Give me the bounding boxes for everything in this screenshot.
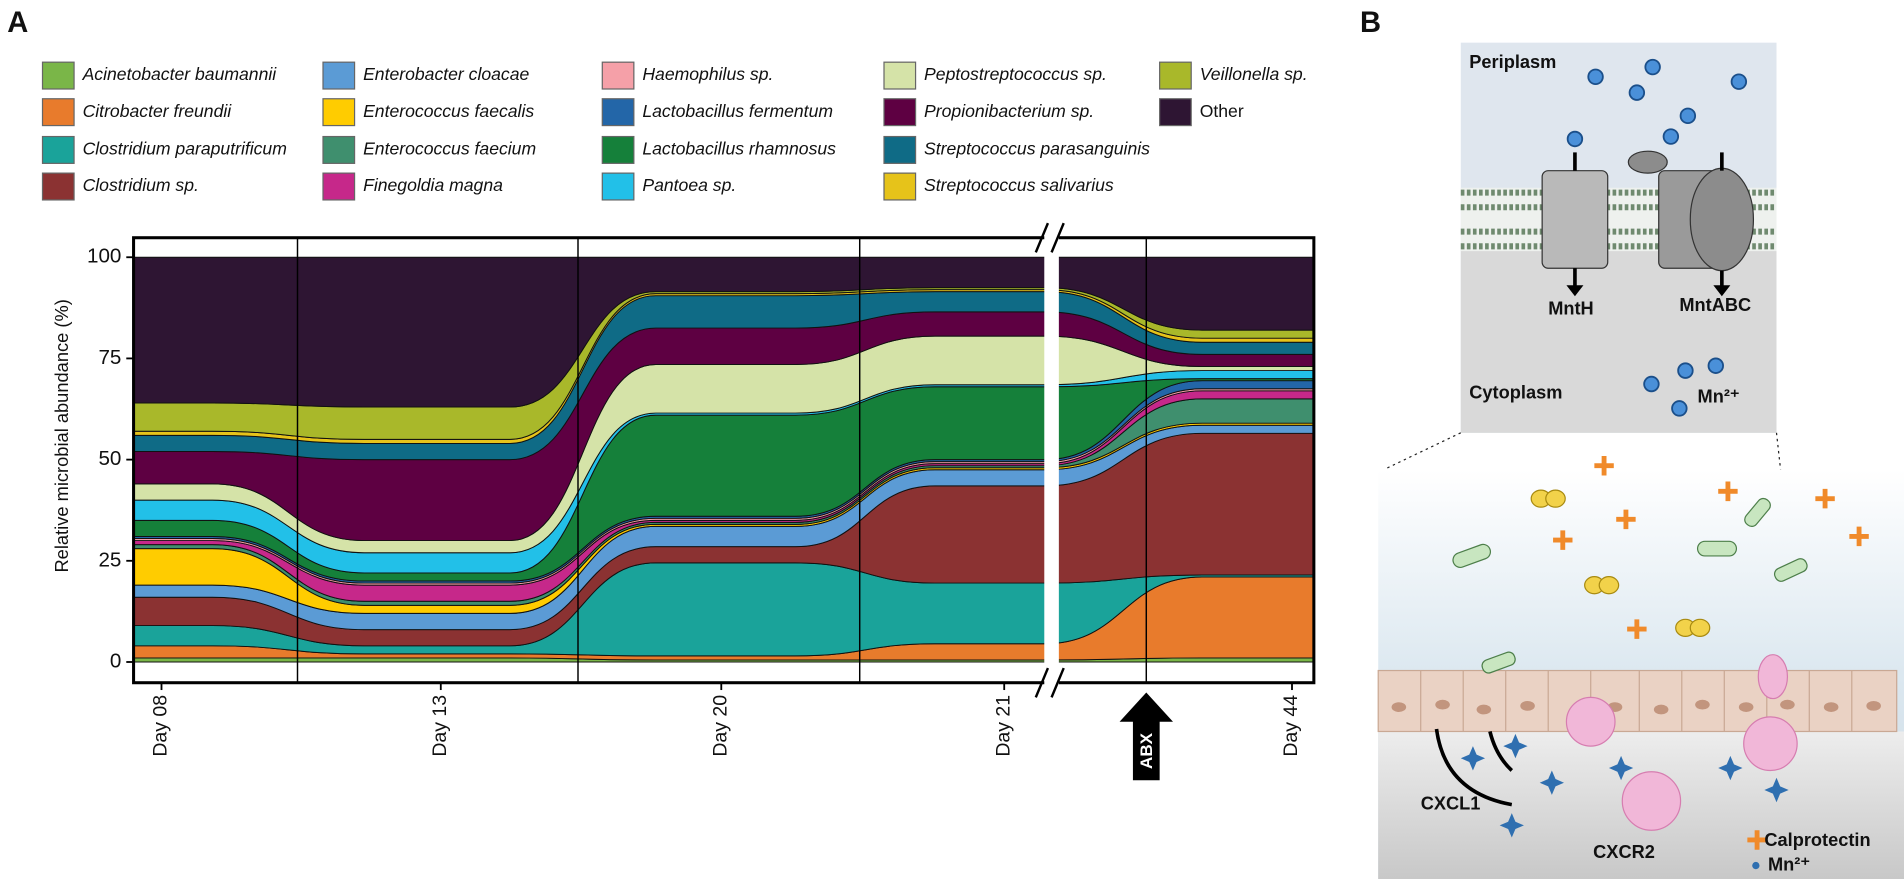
legend-label: Acinetobacter baumannii — [82, 64, 278, 84]
legend-swatch — [41, 172, 75, 201]
legend-label: Enterococcus faecalis — [363, 101, 534, 121]
legend-swatch — [883, 61, 917, 90]
legend-label: Clostridium paraputrificum — [83, 139, 287, 159]
label: Cytoplasm — [1469, 382, 1562, 403]
label: Calprotectin — [1764, 829, 1870, 850]
legend-swatch — [601, 172, 635, 201]
legend-label: Lactobacillus fermentum — [642, 101, 833, 121]
x-tick-label: Day 21 — [992, 695, 1014, 757]
y-tick-label: 25 — [98, 548, 121, 571]
cxcl1-arrows — [1434, 728, 1514, 807]
label: CXCR2 — [1593, 841, 1655, 862]
abx-arrow — [1119, 692, 1173, 781]
mn-legend-dot — [1752, 861, 1760, 870]
legend-swatch — [322, 61, 356, 90]
x-tick-label: Day 08 — [150, 695, 172, 757]
cocci — [1530, 489, 1711, 638]
legend-label: Citrobacter freundii — [83, 101, 233, 121]
bacteria — [1452, 497, 1808, 674]
legend-swatch — [601, 61, 635, 90]
calprotectin-marks — [1553, 455, 1869, 850]
y-tick-label: 75 — [98, 346, 121, 369]
label: MntABC — [1679, 294, 1751, 315]
legend-swatch — [322, 172, 356, 201]
y-tick-label: 0 — [110, 649, 121, 672]
y-axis-label: Relative microbial abundance (%) — [51, 299, 72, 572]
legend-label: Streptococcus parasanguinis — [924, 139, 1150, 159]
legend-swatch — [601, 98, 635, 127]
cytoplasm-area — [1460, 249, 1777, 433]
diagram: Periplasm Cytoplasm MntH MntABC Mn²⁺ C — [1377, 42, 1904, 879]
label: Periplasm — [1469, 51, 1556, 72]
legend-label: Streptococcus salivarius — [924, 175, 1114, 195]
legend-swatch — [322, 135, 356, 164]
legend-label: Other — [1200, 101, 1244, 121]
axis-break — [1044, 227, 1059, 693]
arrows — [1573, 152, 1724, 288]
panel-label: B — [1360, 7, 1381, 39]
legend-swatch — [601, 135, 635, 164]
legend-label: Lactobacillus rhamnosus — [642, 139, 836, 159]
legend-swatch — [1159, 61, 1192, 90]
binding-protein — [1627, 150, 1668, 174]
legend-label: Propionibacterium sp. — [924, 101, 1094, 121]
x-tick-label: Day 13 — [429, 695, 451, 757]
legend-swatch — [883, 135, 917, 164]
legend-label: Enterococcus faecium — [363, 139, 536, 159]
legend-label: Finegoldia magna — [363, 175, 503, 195]
break-bottom — [1034, 667, 1065, 698]
legend-label: Pantoea sp. — [642, 175, 736, 195]
legend-label: Peptostreptococcus sp. — [924, 64, 1107, 84]
legend-swatch — [1159, 98, 1192, 127]
cxcl1-marks — [1460, 733, 1789, 838]
label: Mn²⁺ — [1768, 853, 1810, 874]
break-top — [1034, 222, 1065, 253]
legend-swatch — [41, 98, 75, 127]
legend-swatch — [883, 98, 917, 127]
legend-swatch — [41, 61, 75, 90]
y-tick-label: 50 — [98, 447, 121, 470]
y-tick-label: 100 — [87, 245, 121, 268]
x-tick-label: Day 44 — [1280, 695, 1302, 757]
label: MntH — [1548, 297, 1594, 318]
annotation: ABX — [1137, 732, 1156, 769]
alluvial-chart: Acinetobacter baumannii Citrobacter freun… — [41, 61, 1316, 781]
legend-swatch — [883, 172, 917, 201]
neutrophils — [1565, 654, 1798, 831]
x-tick-label: Day 20 — [709, 695, 731, 757]
legend-label: Clostridium sp. — [83, 175, 199, 195]
mntabc-part — [1689, 167, 1755, 272]
legend-label: Enterobacter cloacae — [363, 64, 529, 84]
legend-label: Veillonella sp. — [1200, 64, 1308, 84]
legend-swatch — [322, 98, 356, 127]
legend-label: Haemophilus sp. — [642, 64, 773, 84]
panel-label: A — [7, 7, 28, 39]
label: CXCL1 — [1421, 792, 1481, 813]
flow — [133, 256, 1315, 408]
epithelium — [1377, 669, 1898, 733]
label: Mn²⁺ — [1698, 385, 1740, 406]
mn-ions — [1566, 58, 1748, 417]
legend-swatch — [41, 135, 75, 164]
zoom-lines — [1384, 432, 1784, 488]
mnth-transporter — [1541, 170, 1609, 269]
